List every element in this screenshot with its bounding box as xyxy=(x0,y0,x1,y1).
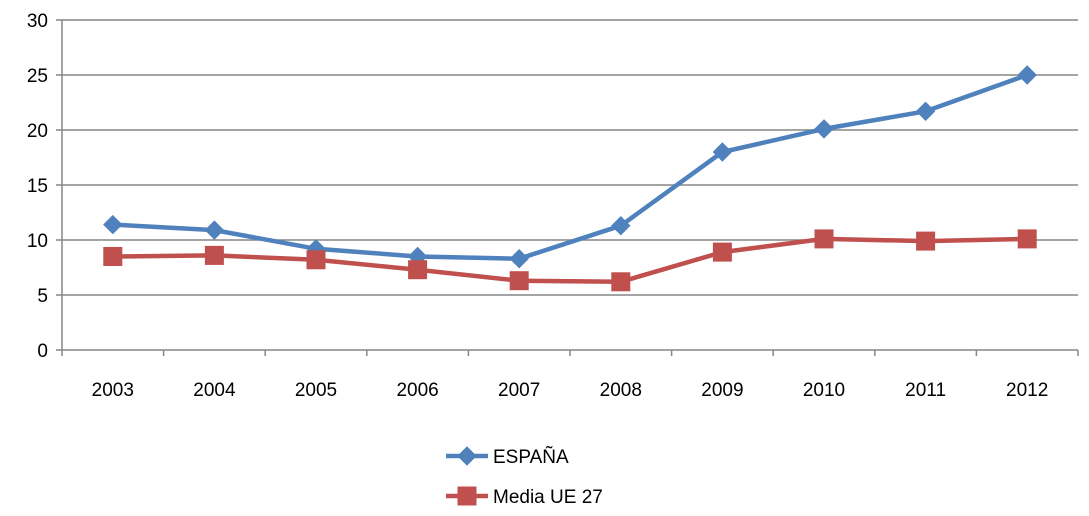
x-tick-label: 2009 xyxy=(701,380,743,401)
data-point xyxy=(204,245,224,265)
data-point xyxy=(204,220,225,240)
data-point xyxy=(103,247,123,266)
data-point xyxy=(611,272,631,292)
data-point xyxy=(611,215,631,236)
legend-marker xyxy=(457,446,477,466)
data-point xyxy=(306,250,326,270)
axes xyxy=(56,19,1079,356)
data-point xyxy=(103,214,123,235)
x-axis-tick-labels: 2003 2004 2005 2006 2007 2008 2009 2010 2011 2012 xyxy=(92,380,1049,401)
x-tick-label: 2006 xyxy=(396,380,438,401)
data-point xyxy=(1017,229,1037,249)
x-tick-label: 2011 xyxy=(905,380,946,401)
legend-marker xyxy=(457,486,477,506)
x-tick-label: 2003 xyxy=(92,380,134,401)
y-tick-label: 20 xyxy=(27,121,48,142)
x-tick-label: 2005 xyxy=(295,380,337,401)
x-tick-label: 2004 xyxy=(193,380,236,401)
data-point xyxy=(408,260,428,280)
series-line xyxy=(110,236,1030,285)
series-layer xyxy=(103,65,1037,292)
legend-label: Media UE 27 xyxy=(493,487,603,508)
data-point xyxy=(814,119,834,139)
gridlines xyxy=(62,19,1078,296)
data-point xyxy=(814,229,834,249)
series-2 xyxy=(103,229,1037,292)
data-point xyxy=(915,101,936,122)
y-tick-label: 0 xyxy=(37,341,48,362)
legend: ESPAÑA Media UE 27 xyxy=(446,446,603,508)
legend-label: ESPAÑA xyxy=(493,446,569,468)
data-point xyxy=(509,271,529,291)
y-axis-tick-labels: 0 5 10 15 20 25 30 xyxy=(27,11,48,362)
x-tick-label: 2008 xyxy=(600,380,642,401)
y-tick-label: 10 xyxy=(27,231,48,252)
x-tick-label: 2012 xyxy=(1006,380,1048,401)
legend-item: Media UE 27 xyxy=(446,486,603,508)
x-tick-label: 2010 xyxy=(803,380,845,401)
series-1 xyxy=(103,65,1037,269)
y-tick-label: 25 xyxy=(27,66,48,87)
data-point xyxy=(916,231,936,251)
y-tick-label: 15 xyxy=(27,176,48,197)
series-line xyxy=(110,72,1030,261)
data-point xyxy=(712,142,733,162)
x-tick-label: 2007 xyxy=(498,380,540,401)
legend-item: ESPAÑA xyxy=(446,446,569,468)
data-point xyxy=(1017,65,1037,85)
data-point xyxy=(712,242,732,262)
y-tick-label: 30 xyxy=(27,11,48,32)
data-point xyxy=(509,248,529,269)
y-tick-label: 5 xyxy=(37,286,48,307)
